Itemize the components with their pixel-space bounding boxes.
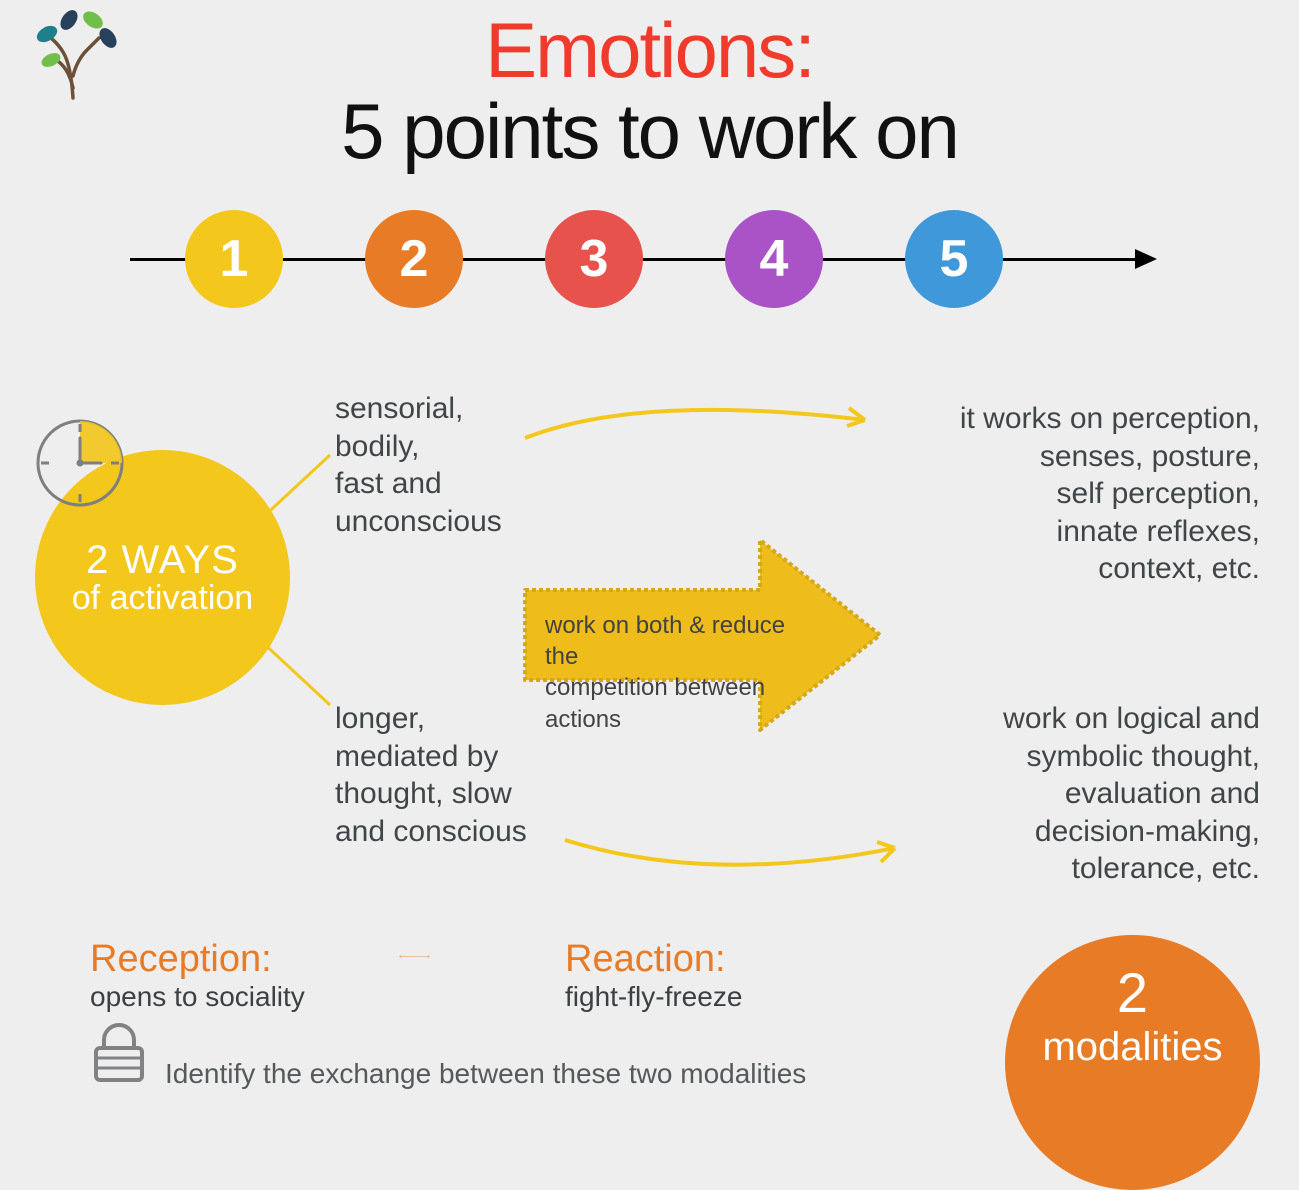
two-modalities-line1: 2 bbox=[1117, 960, 1148, 1025]
timeline-step-3: 3 bbox=[545, 210, 643, 308]
lock-icon bbox=[88, 1020, 150, 1082]
title-line-2: 5 points to work on bbox=[0, 86, 1299, 177]
reaction-block: Reaction: fight-fly-freeze bbox=[565, 938, 742, 1013]
timeline-arrowhead bbox=[1135, 249, 1157, 269]
double-arrow-icon bbox=[283, 955, 546, 958]
way-bottom-text: longer,mediated by thought, slowand cons… bbox=[335, 700, 527, 850]
timeline-step-2: 2 bbox=[365, 210, 463, 308]
curve-arrow-bottom bbox=[560, 820, 910, 890]
two-modalities-line2: modalities bbox=[1042, 1025, 1222, 1070]
timeline-step-1: 1 bbox=[185, 210, 283, 308]
reaction-title: Reaction: bbox=[565, 938, 742, 981]
two-modalities-circle: 2 modalities bbox=[1005, 935, 1260, 1190]
reception-block: Reception: opens to sociality bbox=[90, 938, 305, 1013]
two-ways-line2: of activation bbox=[72, 581, 253, 617]
page-title: Emotions: 5 points to work on bbox=[0, 5, 1299, 177]
timeline: 1 2 3 4 5 bbox=[130, 210, 1170, 320]
big-arrow-text: work on both & reduce thecompetition bet… bbox=[545, 610, 825, 735]
result-top-text: it works on perception,senses, posture,s… bbox=[870, 400, 1260, 588]
way-top-text: sensorial,bodily,fast andunconscious bbox=[335, 390, 502, 540]
two-ways-line1: 2 WAYS bbox=[86, 539, 239, 581]
curve-arrow-top bbox=[520, 398, 880, 468]
timeline-step-5: 5 bbox=[905, 210, 1003, 308]
clock-icon bbox=[35, 418, 125, 508]
timeline-step-4: 4 bbox=[725, 210, 823, 308]
reception-title: Reception: bbox=[90, 938, 305, 981]
reaction-sub: fight-fly-freeze bbox=[565, 981, 742, 1013]
identify-text: Identify the exchange between these two … bbox=[165, 1058, 806, 1090]
title-line-1: Emotions: bbox=[0, 5, 1299, 96]
result-bottom-text: work on logical andsymbolic thought,eval… bbox=[870, 700, 1260, 888]
reception-sub: opens to sociality bbox=[90, 981, 305, 1013]
